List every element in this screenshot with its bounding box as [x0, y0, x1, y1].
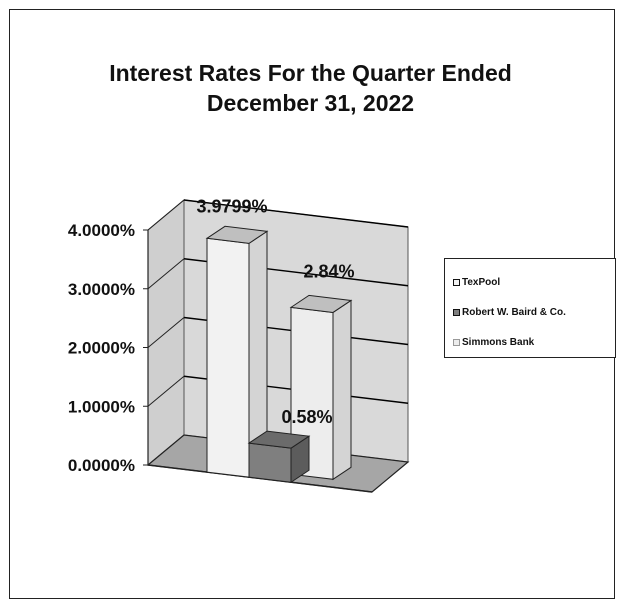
- y-tick-label: 4.0000%: [68, 221, 135, 240]
- gridline: [183, 199, 409, 228]
- legend-label-texpool: TexPool: [462, 277, 501, 288]
- bar-baird: [248, 442, 292, 483]
- data-label-baird: 0.58%: [281, 407, 332, 427]
- bar-texpool: [206, 237, 250, 478]
- legend: TexPool Robert W. Baird & Co. Simmons Ba…: [444, 258, 616, 358]
- legend-swatch-baird: [453, 309, 460, 316]
- legend-label-baird: Robert W. Baird & Co.: [462, 307, 566, 318]
- bar-top-simmons: [289, 294, 353, 313]
- data-label-texpool: 3.9799%: [196, 196, 267, 216]
- bar-top-baird: [247, 430, 311, 449]
- legend-swatch-texpool: [453, 279, 460, 286]
- gridline-side: [147, 199, 185, 231]
- gridline-side: [147, 375, 185, 407]
- y-tick-label: 0.0000%: [68, 456, 135, 475]
- legend-item-baird: Robert W. Baird & Co.: [453, 307, 566, 318]
- legend-swatch-simmons: [453, 339, 460, 346]
- data-label-simmons: 2.84%: [303, 261, 354, 281]
- bar-side-simmons: [332, 299, 352, 481]
- chart-title-line-1: Interest Rates For the Quarter Ended: [109, 60, 512, 86]
- chart-title-line-2: December 31, 2022: [206, 90, 415, 116]
- y-tick-label: 2.0000%: [68, 339, 135, 358]
- gridline-side: [147, 258, 185, 290]
- gridline-side: [147, 317, 185, 348]
- y-tick-label: 1.0000%: [68, 397, 135, 416]
- y-tick-label: 3.0000%: [68, 280, 135, 299]
- bar-top-texpool: [205, 225, 269, 244]
- legend-label-simmons: Simmons Bank: [462, 337, 535, 348]
- legend-item-texpool: TexPool: [453, 277, 500, 288]
- chart-title: Interest Rates For the Quarter Ended Dec…: [0, 58, 621, 118]
- legend-item-simmons: Simmons Bank: [453, 337, 534, 348]
